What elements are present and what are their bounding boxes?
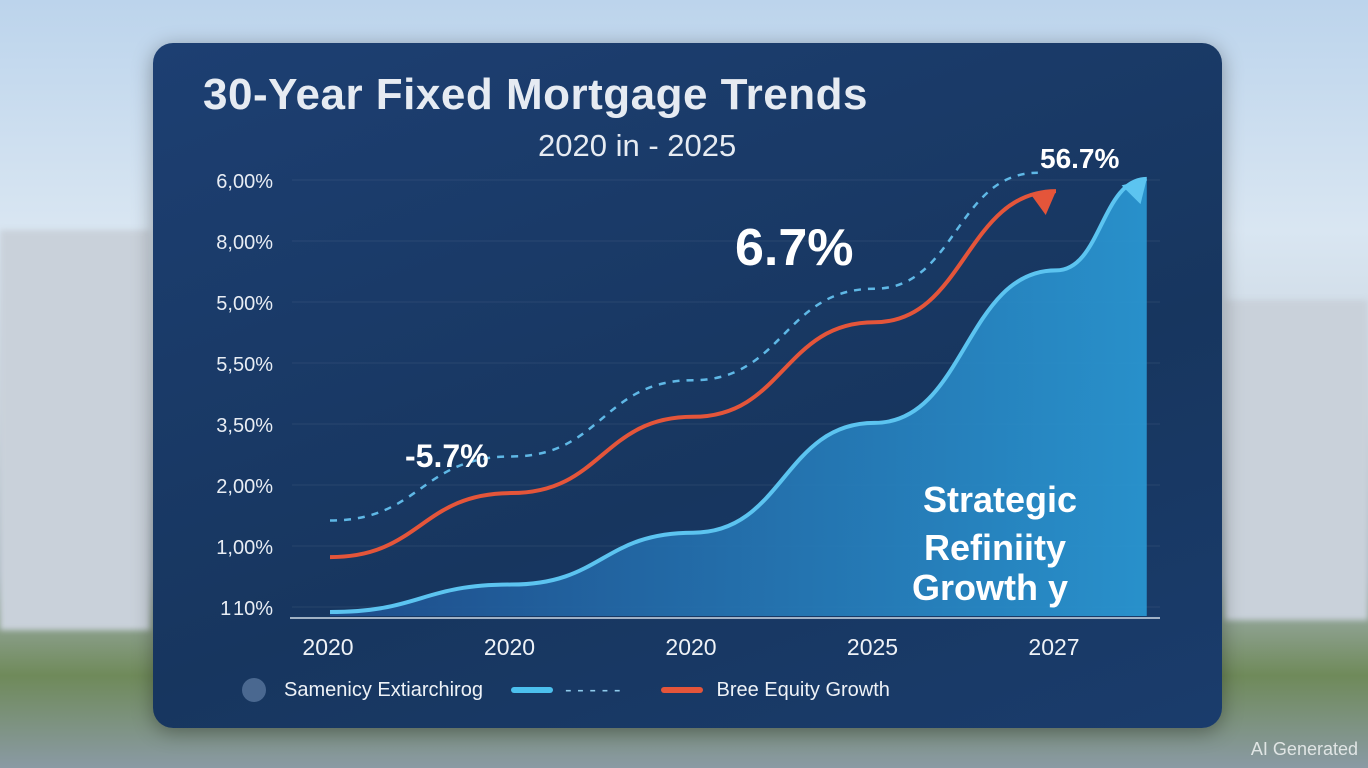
callout-line-2: Refiniity bbox=[924, 527, 1066, 568]
x-tick-label: 2020 bbox=[484, 634, 535, 660]
annotation-low: -5.7% bbox=[405, 438, 489, 474]
y-tick-label: 5,00% bbox=[216, 293, 273, 315]
legend-item-1: Samenicy Extiarchirog bbox=[284, 678, 483, 701]
legend-blue-line-icon bbox=[510, 687, 553, 693]
area-arrow-icon bbox=[1121, 178, 1147, 205]
y-tick-label: 1,00% bbox=[216, 537, 273, 559]
chart-title: 30-Year Fixed Mortgage Trends bbox=[203, 70, 868, 119]
y-tick-label: 3,50% bbox=[216, 415, 273, 437]
y-tick-label: 8,00% bbox=[216, 232, 273, 254]
legend-circle-icon bbox=[242, 678, 266, 702]
x-tick-label: 2027 bbox=[1028, 634, 1079, 660]
annotation-mid: 6.7% bbox=[735, 219, 854, 277]
callout-line-3: Growth y bbox=[912, 567, 1068, 608]
background-house-right bbox=[1225, 300, 1368, 620]
red-arrow-icon bbox=[1030, 191, 1056, 215]
callout-line-1: Strategic bbox=[923, 479, 1077, 520]
x-tick-label: 2025 bbox=[847, 634, 898, 660]
legend-item-3: Bree Equity Growth bbox=[716, 678, 890, 701]
legend-dashed-line: - - - - - bbox=[564, 678, 621, 701]
y-tick-label: 6,00% bbox=[216, 171, 273, 193]
y-tick-label: 2,00% bbox=[216, 476, 273, 498]
dashed-series-line bbox=[329, 171, 1038, 522]
x-tick-label: 2020 bbox=[665, 634, 716, 660]
y-tick-label: 5,50% bbox=[216, 354, 273, 376]
legend: Samenicy Extiarchirog - - - - - Bree Equ… bbox=[242, 678, 890, 702]
y-tick-label: 1 10% bbox=[220, 598, 273, 620]
chart-subtitle: 2020 in - 2025 bbox=[538, 128, 737, 163]
red-series-line bbox=[329, 189, 1057, 560]
annotation-top: 56.7% bbox=[1040, 143, 1119, 174]
area-series-line bbox=[329, 176, 1147, 614]
watermark: AI Generated bbox=[1250, 739, 1358, 759]
background-house-left bbox=[0, 230, 150, 630]
x-tick-label: 2020 bbox=[302, 634, 353, 660]
legend-red-line-icon bbox=[660, 687, 703, 693]
area-fill bbox=[330, 178, 1147, 616]
